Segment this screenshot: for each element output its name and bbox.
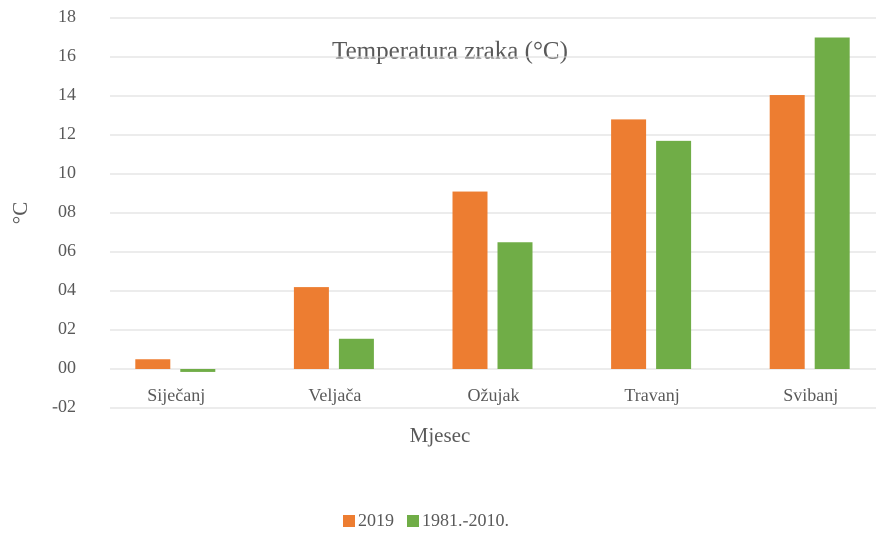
bar (656, 140, 692, 369)
y-tick-label: 12 (58, 123, 76, 143)
x-tick-label: Veljača (308, 385, 361, 405)
x-tick-label: Siječanj (147, 385, 205, 405)
legend-label: 1981.-2010. (422, 510, 509, 530)
x-tick-label: Travanj (624, 385, 679, 405)
x-axis-title: Mjesec (410, 423, 471, 447)
legend-label: 2019 (358, 510, 394, 530)
x-tick-label: Ožujak (468, 385, 520, 405)
bar (497, 242, 533, 369)
y-tick-label: 18 (58, 6, 76, 26)
y-tick-label: -02 (52, 396, 76, 416)
y-tick-label: 16 (58, 45, 76, 65)
y-tick-label: 04 (58, 279, 76, 299)
y-tick-label: 06 (58, 240, 76, 260)
legend-swatch (343, 515, 355, 527)
y-tick-label: 10 (58, 162, 76, 182)
bar (293, 287, 329, 369)
bar (180, 369, 216, 372)
y-tick-label: 14 (58, 84, 76, 104)
bar (814, 37, 850, 369)
bar (452, 191, 488, 369)
bar (611, 119, 647, 370)
bar (338, 338, 374, 369)
y-tick-label: 02 (58, 318, 76, 338)
bar (135, 359, 171, 369)
x-tick-label: Svibanj (783, 385, 838, 405)
chart-title: Temperatura zraka (°C) (332, 38, 568, 65)
y-tick-label: 00 (58, 357, 76, 377)
legend-swatch (407, 515, 419, 527)
bar (769, 95, 805, 370)
y-tick-label: 08 (58, 201, 76, 221)
y-axis-title: °C (8, 202, 32, 224)
